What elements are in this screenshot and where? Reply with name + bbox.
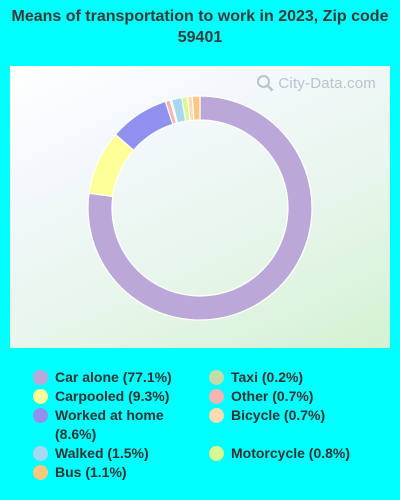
legend-label: Other (0.7%)	[231, 388, 314, 404]
legend-item-motorcycle: Motorcycle (0.8%)	[209, 444, 350, 463]
legend-label: Carpooled (9.3%)	[55, 388, 170, 404]
legend-label: Car alone (77.1%)	[55, 369, 172, 385]
legend-swatch	[33, 465, 48, 480]
watermark: City-Data.com	[256, 74, 376, 92]
legend-item-carpooled: Carpooled (9.3%)	[33, 387, 169, 406]
legend-swatch	[33, 389, 48, 404]
legend-swatch	[33, 370, 48, 385]
legend-swatch	[209, 446, 224, 461]
watermark-text: City-Data.com	[278, 74, 376, 92]
legend-item-walked: Walked (1.5%)	[33, 444, 149, 463]
donut-slice-bus	[191, 95, 201, 121]
donut-chart	[87, 95, 313, 321]
legend-label: Motorcycle (0.8%)	[231, 445, 351, 461]
legend-item-taxi: Taxi (0.2%)	[209, 368, 303, 387]
legend-label: Bus (1.1%)	[55, 464, 127, 480]
legend-item-other: Other (0.7%)	[209, 387, 313, 406]
legend-item-worked-at-home: Worked at home (8.6%)	[33, 406, 173, 444]
legend-label: Worked at home (8.6%)	[55, 407, 164, 442]
chart-title: Means of transportation to work in 2023,…	[11, 8, 389, 46]
legend: Car alone (77.1%) Carpooled (9.3%) Worke…	[0, 364, 400, 494]
legend-swatch	[33, 446, 48, 461]
legend-label: Taxi (0.2%)	[231, 369, 304, 385]
legend-label: Walked (1.5%)	[55, 445, 149, 461]
legend-swatch	[209, 370, 224, 385]
legend-label: Bicycle (0.7%)	[231, 407, 326, 423]
magnifier-icon	[257, 75, 274, 92]
legend-swatch	[209, 389, 224, 404]
legend-swatch	[209, 408, 224, 423]
donut-slice-car-alone	[87, 95, 313, 321]
legend-item-bus: Bus (1.1%)	[33, 463, 127, 482]
legend-swatch	[33, 408, 48, 423]
legend-item-bicycle: Bicycle (0.7%)	[209, 406, 325, 425]
legend-item-car-alone: Car alone (77.1%)	[33, 368, 172, 387]
